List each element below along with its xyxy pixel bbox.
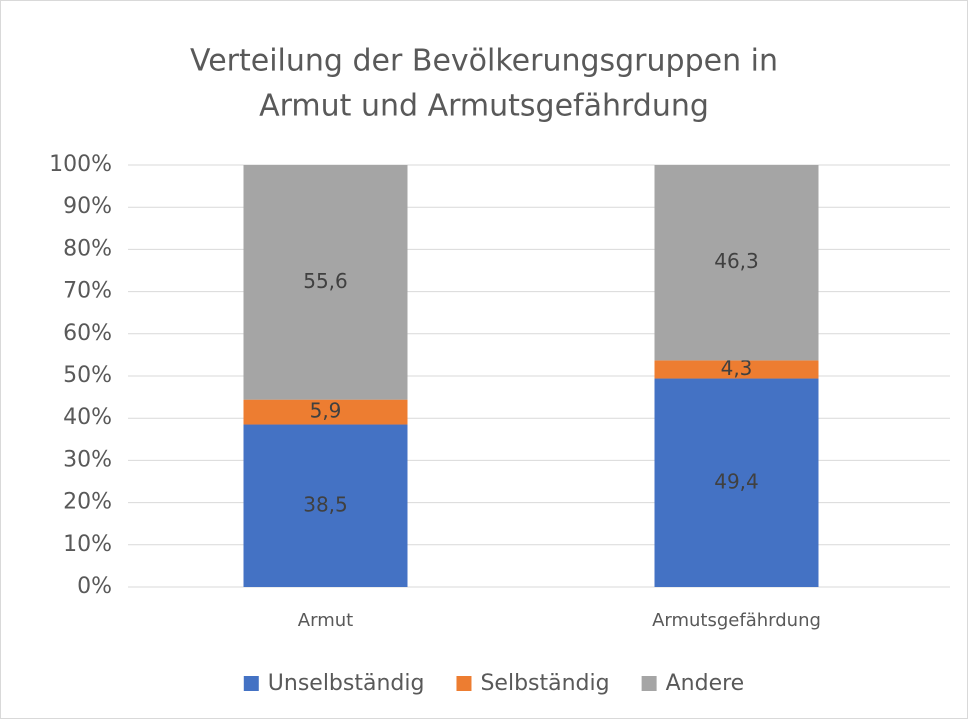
data-label: 55,6 (303, 269, 348, 293)
y-tick-label: 20% (63, 490, 112, 515)
y-tick-label: 0% (77, 574, 112, 599)
legend-swatch (243, 676, 259, 691)
legend-label: Unselbständig (268, 671, 425, 696)
data-label: 5,9 (310, 399, 342, 423)
bar-segment (243, 424, 408, 587)
bar-segment (243, 399, 408, 425)
bar-segment (654, 360, 819, 379)
y-tick-label: 30% (63, 447, 112, 472)
legend-label: Selbständig (480, 671, 609, 696)
data-label: 38,5 (303, 492, 348, 516)
y-tick-label: 90% (63, 194, 112, 219)
x-tick-label: Armut (298, 610, 353, 631)
legend-label: Andere (666, 671, 745, 696)
legend-swatch (456, 676, 472, 691)
y-tick-label: 10% (63, 532, 112, 557)
y-tick-label: 100% (49, 152, 112, 177)
data-label: 49,4 (714, 469, 759, 493)
y-tick-label: 40% (63, 405, 112, 430)
y-tick-label: 80% (63, 236, 112, 261)
chart-title: Verteilung der Bevölkerungsgruppen in (190, 44, 778, 79)
legend-swatch (641, 676, 657, 691)
y-tick-label: 60% (63, 321, 112, 346)
chart-title: Armut und Armutsgefährdung (259, 89, 709, 124)
x-tick-label: Armutsgefährdung (652, 610, 821, 631)
y-tick-label: 50% (63, 363, 112, 388)
bar-segment (654, 165, 819, 361)
bar-segment (654, 378, 819, 587)
y-tick-label: 70% (63, 279, 112, 304)
data-label: 46,3 (714, 249, 759, 273)
bar-segment (243, 165, 408, 400)
